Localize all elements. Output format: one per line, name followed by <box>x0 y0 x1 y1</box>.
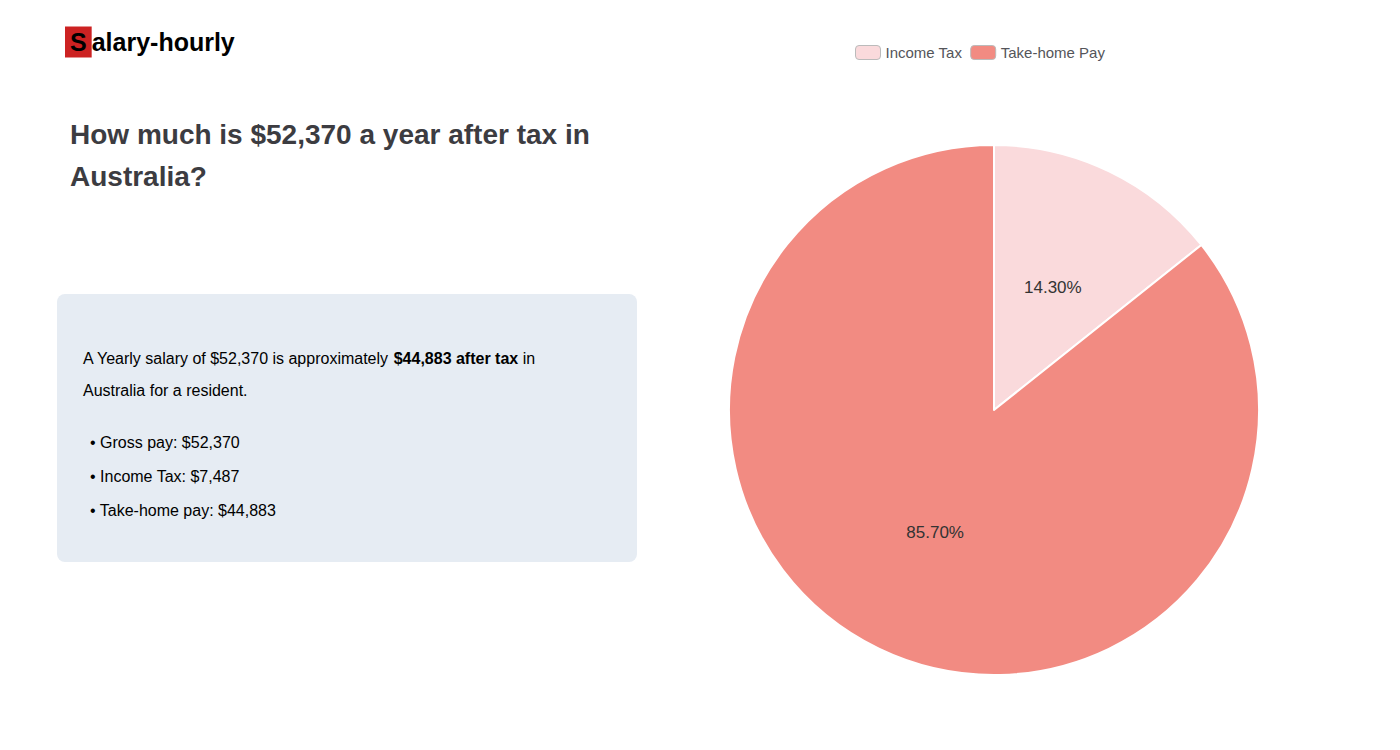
svg-text:• Gross pay: $52,370: • Gross pay: $52,370 <box>90 434 240 451</box>
svg-text:$44,883 after tax: $44,883 after tax <box>394 350 519 367</box>
svg-text:Income Tax: Income Tax <box>886 44 963 61</box>
svg-text:14.30%: 14.30% <box>1024 278 1082 297</box>
svg-text:• Income Tax: $7,487: • Income Tax: $7,487 <box>90 468 240 485</box>
svg-text:S: S <box>70 28 87 56</box>
svg-text:Australia for a resident.: Australia for a resident. <box>83 382 248 399</box>
svg-text:in: in <box>518 350 535 367</box>
svg-text:How much is $52,370 a year aft: How much is $52,370 a year after tax in <box>70 119 590 150</box>
svg-text:• Take-home pay: $44,883: • Take-home pay: $44,883 <box>90 502 276 519</box>
svg-text:Take-home Pay: Take-home Pay <box>1001 44 1106 61</box>
svg-text:85.70%: 85.70% <box>906 523 964 542</box>
svg-text:Australia?: Australia? <box>70 161 207 192</box>
svg-text:A Yearly salary of $52,370 is: A Yearly salary of $52,370 is approximat… <box>83 350 393 367</box>
svg-text:alary-hourly: alary-hourly <box>92 28 235 56</box>
